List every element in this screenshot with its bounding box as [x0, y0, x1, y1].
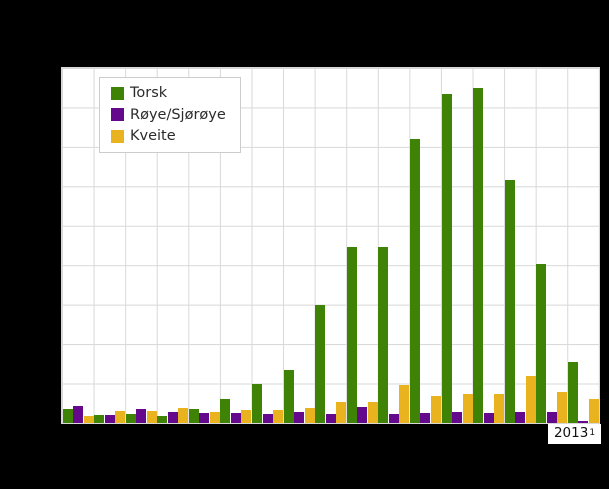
bar-torsk-2007 [378, 247, 389, 423]
x-tick-footnote-marker: 1 [589, 427, 596, 438]
bar-kveite-2006 [367, 402, 378, 423]
chart-legend: Torsk Røye/Sjørøye Kveite [99, 77, 241, 153]
legend-swatch-green-icon [111, 86, 124, 100]
bar-r-ye-sj-r-ye-2002 [230, 413, 241, 423]
bar-kveite-2003 [273, 410, 284, 423]
bar-kveite-2005 [336, 402, 347, 423]
bar-torsk-2010 [473, 88, 484, 423]
legend-label: Røye/Sjørøye [130, 106, 226, 123]
bar-r-ye-sj-r-ye-1997 [73, 406, 83, 423]
bar-torsk-2005 [315, 305, 326, 423]
bar-kveite-2001 [209, 412, 220, 423]
x-tick-year: 2013 [553, 425, 589, 442]
legend-label: Torsk [130, 85, 168, 101]
bar-kveite-1999 [146, 411, 157, 423]
bar-kveite-2008 [430, 396, 441, 423]
bar-r-ye-sj-r-ye-2000 [167, 412, 178, 423]
bar-kveite-1997 [83, 416, 94, 423]
bar-r-ye-sj-r-ye-2011 [515, 412, 526, 423]
bar-r-ye-sj-r-ye-2004 [294, 412, 305, 423]
legend-item-kveite[interactable]: Kveite [111, 129, 226, 144]
bar-torsk-2002 [220, 399, 231, 423]
plot-area: Torsk Røye/Sjørøye Kveite [61, 67, 600, 424]
bar-torsk-1998 [94, 415, 105, 423]
bar-torsk-2008 [409, 139, 420, 423]
legend-swatch-purple-icon [111, 108, 124, 122]
bar-r-ye-sj-r-ye-2008 [420, 413, 431, 423]
bar-kveite-2011 [525, 376, 536, 423]
bar-torsk-1999 [125, 414, 136, 423]
x-tick-label-2013: 2013 1 [548, 424, 601, 444]
bar-kveite-2013 [588, 399, 599, 423]
bar-torsk-2001 [188, 409, 199, 423]
bar-r-ye-sj-r-ye-2001 [199, 413, 210, 423]
bar-r-ye-sj-r-ye-2013 [578, 421, 589, 423]
bar-r-ye-sj-r-ye-1998 [104, 415, 115, 423]
bar-r-ye-sj-r-ye-2003 [262, 414, 273, 423]
bar-kveite-2002 [241, 410, 252, 423]
bar-r-ye-sj-r-ye-2005 [325, 414, 336, 423]
bar-r-ye-sj-r-ye-1999 [136, 409, 147, 423]
legend-label: Kveite [130, 128, 176, 144]
bar-r-ye-sj-r-ye-2010 [483, 413, 494, 423]
bar-kveite-1998 [115, 411, 126, 423]
bar-kveite-2012 [557, 392, 568, 423]
bar-kveite-2007 [399, 385, 410, 423]
bar-torsk-2009 [441, 94, 452, 423]
legend-item-roye-sjoroye[interactable]: Røye/Sjørøye [111, 106, 226, 123]
bar-torsk-2004 [283, 370, 294, 423]
bar-torsk-2006 [346, 247, 357, 423]
bar-kveite-2010 [494, 394, 505, 423]
legend-swatch-yellow-icon [111, 129, 124, 143]
bar-torsk-2003 [252, 384, 263, 423]
bar-kveite-2000 [178, 408, 189, 423]
bar-r-ye-sj-r-ye-2007 [388, 414, 399, 423]
bar-r-ye-sj-r-ye-2012 [546, 412, 557, 423]
bars-container [62, 68, 599, 423]
bar-r-ye-sj-r-ye-2006 [357, 407, 368, 423]
bar-torsk-2011 [504, 180, 515, 423]
bar-torsk-2013 [567, 362, 578, 423]
bar-torsk-2012 [536, 264, 547, 423]
bar-torsk-1997 [62, 409, 73, 423]
bar-kveite-2009 [462, 394, 473, 423]
bar-r-ye-sj-r-ye-2009 [452, 412, 463, 423]
legend-item-torsk[interactable]: Torsk [111, 86, 226, 101]
bar-torsk-2000 [157, 416, 168, 423]
bar-kveite-2004 [304, 408, 315, 423]
